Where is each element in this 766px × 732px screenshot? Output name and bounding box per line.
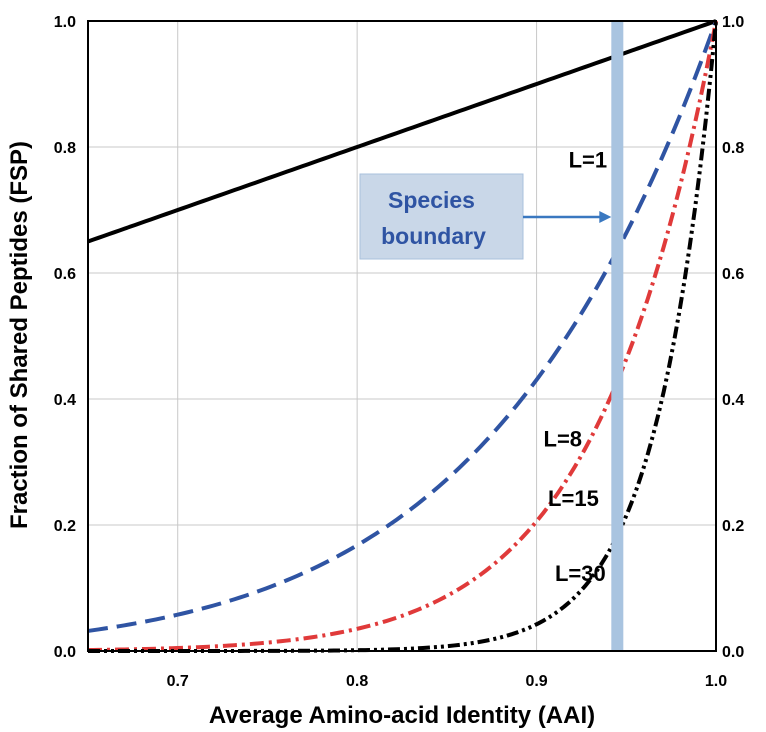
y-tick-label-left-0.2: 0.2 [54, 518, 76, 535]
tick-labels: 0.7 0.8 0.9 1.0 0.0 0.2 0.4 0.6 0.8 1.0 0.0 0.2 0.4 0… [54, 14, 745, 690]
y-tick-label-right-0.2: 0.2 [722, 518, 744, 535]
y-axis-title: Fraction of Shared Peptides (FSP) [6, 141, 33, 529]
species-boundary-label-line2: boundary [381, 223, 486, 249]
y-tick-label-left-0.0: 0.0 [54, 644, 76, 661]
y-tick-label-right-1.0: 1.0 [722, 14, 744, 31]
species-boundary-label-line1: Species [388, 187, 475, 213]
species-boundary-arrowhead [599, 211, 612, 223]
species-boundary-label-box [359, 173, 524, 260]
series-label-l-1: L=1 [569, 148, 608, 173]
plot-frame [87, 20, 717, 652]
y-tick-label-right-0.8: 0.8 [722, 140, 744, 157]
x-tick-label-0.8: 0.8 [346, 673, 368, 690]
species-boundary-annotation: Species boundary [359, 21, 624, 651]
y-tick-label-right-0.4: 0.4 [722, 392, 744, 409]
y-tick-label-right-0.0: 0.0 [722, 644, 744, 661]
y-tick-label-right-0.6: 0.6 [722, 266, 744, 283]
x-tick-label-1.0: 1.0 [705, 673, 727, 690]
x-tick-label-0.9: 0.9 [525, 673, 547, 690]
series-label-l-8: L=8 [544, 427, 583, 452]
y-tick-label-left-0.8: 0.8 [54, 140, 76, 157]
series-labels: L=1 L=8 L=15 L=30 [544, 148, 608, 586]
y-tick-label-left-0.6: 0.6 [54, 266, 76, 283]
x-tick-label-0.7: 0.7 [167, 673, 189, 690]
y-tick-label-left-0.4: 0.4 [54, 392, 76, 409]
y-tick-label-left-1.0: 1.0 [54, 14, 76, 31]
series-label-l-30: L=30 [555, 561, 606, 586]
x-axis-title: Average Amino-acid Identity (AAI) [209, 702, 595, 729]
species-boundary-bar [611, 21, 624, 651]
series-label-l-15: L=15 [548, 486, 599, 511]
